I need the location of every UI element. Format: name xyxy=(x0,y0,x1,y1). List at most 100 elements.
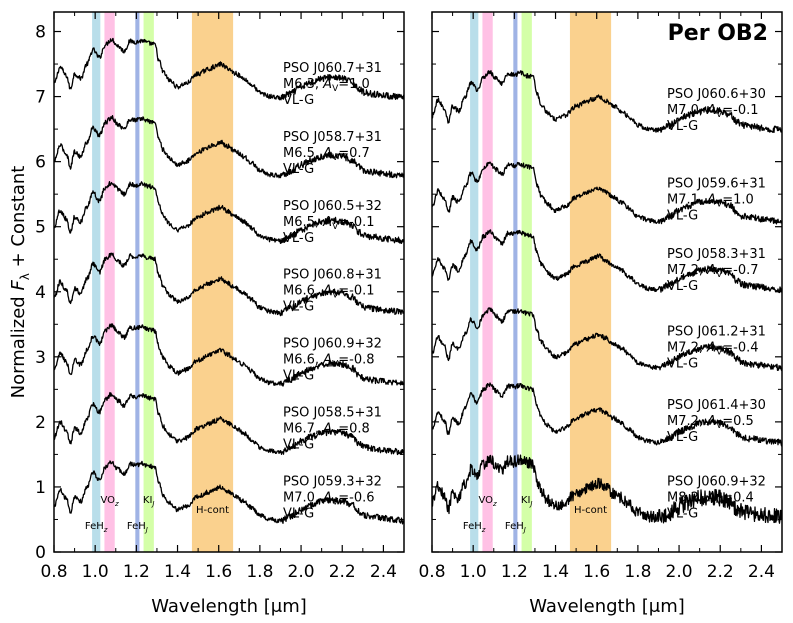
av-subscript: V xyxy=(332,429,339,439)
spectral-type: M7.2, xyxy=(667,263,707,278)
band-label: H-cont xyxy=(574,505,607,516)
av-subscript: V xyxy=(332,291,339,301)
y-tick-label: 1 xyxy=(35,478,46,498)
y-tick-label: 3 xyxy=(35,348,46,368)
band-FeH_J xyxy=(135,12,140,552)
x-axis-label: Wavelength [μm] xyxy=(529,596,685,617)
av-value: =-0.1 xyxy=(338,215,374,230)
gravity-class: VL-G xyxy=(283,438,314,453)
gravity-class: VL-G xyxy=(283,93,314,108)
x-tick-label: 1.0 xyxy=(460,562,487,582)
spectrum-line xyxy=(54,460,404,525)
x-tick-label: 2.2 xyxy=(329,562,356,582)
av-value: =-0.1 xyxy=(722,103,758,118)
av-subscript: V xyxy=(332,222,339,232)
av-subscript: V xyxy=(332,84,339,94)
band-label: FeHz xyxy=(85,521,108,534)
av-value: =-0.7 xyxy=(722,263,758,278)
av-subscript: V xyxy=(716,200,723,210)
spectral-type: M6.3, xyxy=(283,77,323,92)
y-tick-label: 6 xyxy=(35,153,46,173)
av-subscript: V xyxy=(716,498,723,508)
spectral-type: M6.6, xyxy=(283,353,323,368)
av-value: =0.4 xyxy=(722,491,754,506)
spectrum-line xyxy=(54,323,404,387)
av-value: =0.7 xyxy=(338,146,370,161)
spectrum-label: PSO J061.2+31 M7.2, AV=-0.4 VL-G xyxy=(667,324,766,371)
x-tick-label: 1.6 xyxy=(583,562,610,582)
object-name: PSO J060.6+30 xyxy=(667,87,766,102)
spectrum-label: PSO J060.5+32 M6.5, AV=-0.1 VL-G xyxy=(283,199,382,246)
band-label-sub: z xyxy=(114,500,119,508)
object-name: PSO J060.9+32 xyxy=(283,337,382,352)
x-tick-label: 2.4 xyxy=(370,562,397,582)
av-symbol: A xyxy=(322,353,332,368)
av-symbol: A xyxy=(322,284,332,299)
y-tick-label: 4 xyxy=(35,283,46,303)
spectrum-label: PSO J059.3+32 M7.0, AV=-0.6 VL-G xyxy=(283,475,382,522)
object-name: PSO J060.5+32 xyxy=(283,199,382,214)
spectrum-label: PSO J058.3+31 M7.2, AV=-0.7 VL-G xyxy=(667,247,766,294)
band-label: KIJ xyxy=(521,495,533,508)
spectral-type: M6.6, xyxy=(283,284,323,299)
band-label-name: VO xyxy=(100,495,115,506)
object-name: PSO J060.7+31 xyxy=(283,61,382,76)
y-axis-label-f: F xyxy=(8,280,29,291)
band-label-name: KI xyxy=(521,495,531,506)
spectrum-label: PSO J058.7+31 M6.5, AV=0.7 VL-G xyxy=(283,130,382,177)
band-label-sub: z xyxy=(103,526,108,534)
gravity-class: VL-G xyxy=(667,430,698,445)
x-tick-label: 1.8 xyxy=(624,562,651,582)
object-name: PSO J058.7+31 xyxy=(283,130,382,145)
band-label: VOz xyxy=(100,495,119,508)
spectrum-line xyxy=(432,161,782,225)
spectral-type: M8.2, xyxy=(667,491,707,506)
av-subscript: V xyxy=(716,110,723,120)
y-axis-label-lambda: λ xyxy=(18,273,32,280)
spectrum-label: PSO J058.5+31 M6.7, AV=0.8 VL-G xyxy=(283,406,382,453)
band-VO_z xyxy=(104,12,115,552)
av-symbol: A xyxy=(322,491,332,506)
band-KI_J xyxy=(521,12,532,552)
band-label-sub: J xyxy=(528,500,532,508)
av-subscript: V xyxy=(716,421,723,431)
x-tick-label: 0.8 xyxy=(418,562,445,582)
y-axis-label: Normalized Fλ + Constant xyxy=(8,166,32,399)
spectrum-label: PSO J060.9+32 M8.2, AV=0.4 VL-G xyxy=(667,475,766,522)
spectrum-line xyxy=(54,180,404,245)
gravity-class: VL-G xyxy=(283,369,314,384)
av-value: =-0.4 xyxy=(722,340,758,355)
gravity-class: VL-G xyxy=(283,231,314,246)
av-subscript: V xyxy=(332,498,339,508)
band-VO_z xyxy=(482,12,493,552)
spectral-type: M7.2, xyxy=(667,340,707,355)
band-label-sub: J xyxy=(522,526,526,534)
spectrum-line xyxy=(432,229,782,294)
spectral-type: M6.5, xyxy=(283,146,323,161)
band-label-name: FeH xyxy=(505,521,524,532)
band-FeH_z xyxy=(92,12,101,552)
x-tick-label: 1.0 xyxy=(82,562,109,582)
band-FeH_z xyxy=(470,12,479,552)
band-label-name: H-cont xyxy=(196,505,229,516)
plot-frame xyxy=(431,11,783,553)
band-KI_J xyxy=(143,12,154,552)
band-label-sub: z xyxy=(492,500,497,508)
x-tick-label: 1.4 xyxy=(164,562,191,582)
av-subscript: V xyxy=(716,347,723,357)
av-subscript: V xyxy=(716,270,723,280)
x-tick-label: 2.2 xyxy=(707,562,734,582)
band-label-name: VO xyxy=(478,495,493,506)
spectrum-line xyxy=(432,70,782,134)
spectrum-line xyxy=(54,37,404,101)
av-value: =1.0 xyxy=(722,193,754,208)
spectrum-label: PSO J060.9+32 M6.6, AV=-0.8 VL-G xyxy=(283,337,382,384)
spectral-type: M7.0, xyxy=(283,491,323,506)
band-label-sub: J xyxy=(150,500,154,508)
gravity-class: VL-G xyxy=(667,209,698,224)
av-subscript: V xyxy=(332,153,339,163)
gravity-class: VL-G xyxy=(667,507,698,522)
spectrum-label: PSO J059.6+31 M7.1, AV=1.0 VL-G xyxy=(667,177,766,224)
y-tick-label: 8 xyxy=(35,23,46,43)
